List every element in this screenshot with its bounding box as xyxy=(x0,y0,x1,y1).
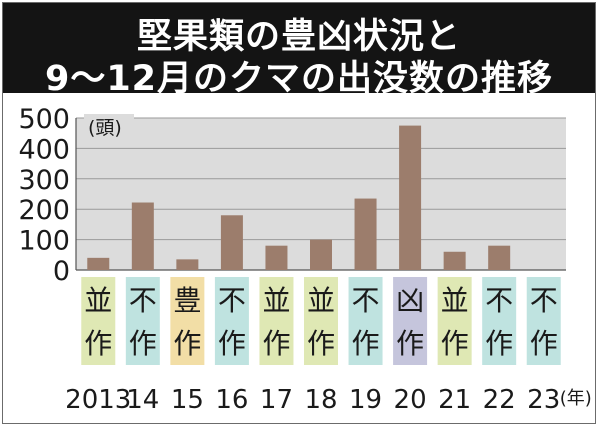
mast-status-bottom-char: 作 xyxy=(307,327,335,360)
x-tick-label: 17 xyxy=(260,385,293,415)
mast-status-top-char: 凶 xyxy=(396,284,424,317)
x-tick-label: 23 xyxy=(527,385,560,415)
x-tick-label: 21 xyxy=(438,385,471,415)
mast-status-top-char: 不 xyxy=(352,284,380,317)
mast-status-box xyxy=(81,277,116,365)
chart-title-line-2: 9～12月のクマの出没数の推移 xyxy=(44,59,554,99)
mast-status-bottom-char: 作 xyxy=(84,327,112,360)
bar-15 xyxy=(176,259,199,270)
bar-16 xyxy=(220,215,243,270)
mast-status-bottom-char: 作 xyxy=(352,327,380,360)
x-tick-label: 20 xyxy=(394,385,427,415)
mast-status-box xyxy=(482,277,517,365)
title-band: 堅果類の豊凶状況と 9～12月のクマの出没数の推移 xyxy=(3,3,595,99)
mast-status-box xyxy=(304,277,338,365)
chart-title-line-1: 堅果類の豊凶状況と xyxy=(136,17,461,57)
mast-status-bottom-char: 作 xyxy=(396,327,424,360)
mast-status-top-char: 不 xyxy=(218,284,246,317)
mast-status-box xyxy=(526,277,561,365)
mast-status-top-char: 並 xyxy=(262,284,290,317)
bar-20 xyxy=(399,125,422,270)
y-tick-label: 100 xyxy=(18,226,70,257)
bar-18 xyxy=(310,239,332,270)
x-tick-label: 16 xyxy=(215,385,248,415)
x-tick-label: 15 xyxy=(171,385,204,415)
mast-status-bottom-char: 作 xyxy=(129,327,157,360)
bar-19 xyxy=(354,198,377,270)
mast-status-top-char: 不 xyxy=(485,284,513,317)
x-tick-label: 14 xyxy=(126,385,159,415)
mast-status-bottom-char: 作 xyxy=(173,327,201,360)
mast-status-top-char: 不 xyxy=(129,284,157,317)
y-unit-bg xyxy=(84,114,134,140)
mast-status-bottom-char: 作 xyxy=(262,327,290,360)
y-tick-label: 400 xyxy=(18,134,70,165)
mast-status-bottom-char: 作 xyxy=(218,327,246,360)
bar-17 xyxy=(265,245,288,270)
mast-status-top-char: 並 xyxy=(84,284,112,317)
bar-21 xyxy=(443,251,466,270)
bar-14 xyxy=(131,202,154,270)
y-tick-label: 200 xyxy=(18,195,70,226)
y-tick-label: 300 xyxy=(18,165,70,196)
x-tick-label: 19 xyxy=(349,385,382,415)
x-tick-label: 2013 xyxy=(65,385,131,415)
mast-status-top-char: 並 xyxy=(441,284,469,317)
mast-status-box xyxy=(125,277,160,365)
bar-22 xyxy=(488,245,511,270)
x-unit-label: (年) xyxy=(560,388,592,409)
x-tick-label: 22 xyxy=(483,385,516,415)
mast-status-box xyxy=(348,277,383,365)
mast-status-top-char: 不 xyxy=(530,284,558,317)
mast-status-box xyxy=(393,277,428,365)
mast-status-box xyxy=(214,277,249,365)
mast-status-bottom-char: 作 xyxy=(530,327,558,360)
y-tick-label: 500 xyxy=(18,104,70,135)
mast-status-box xyxy=(437,277,472,365)
x-tick-label: 18 xyxy=(304,385,337,415)
y-tick-label: 0 xyxy=(53,256,70,287)
mast-status-box xyxy=(170,277,205,365)
y-unit-label: (頭) xyxy=(88,117,122,139)
mast-status-top-char: 並 xyxy=(307,284,335,317)
bar-2013 xyxy=(87,257,110,270)
mast-status-box xyxy=(259,277,294,365)
mast-status-bottom-char: 作 xyxy=(485,327,513,360)
mast-status-bottom-char: 作 xyxy=(441,327,469,360)
mast-status-top-char: 豊 xyxy=(173,284,201,317)
